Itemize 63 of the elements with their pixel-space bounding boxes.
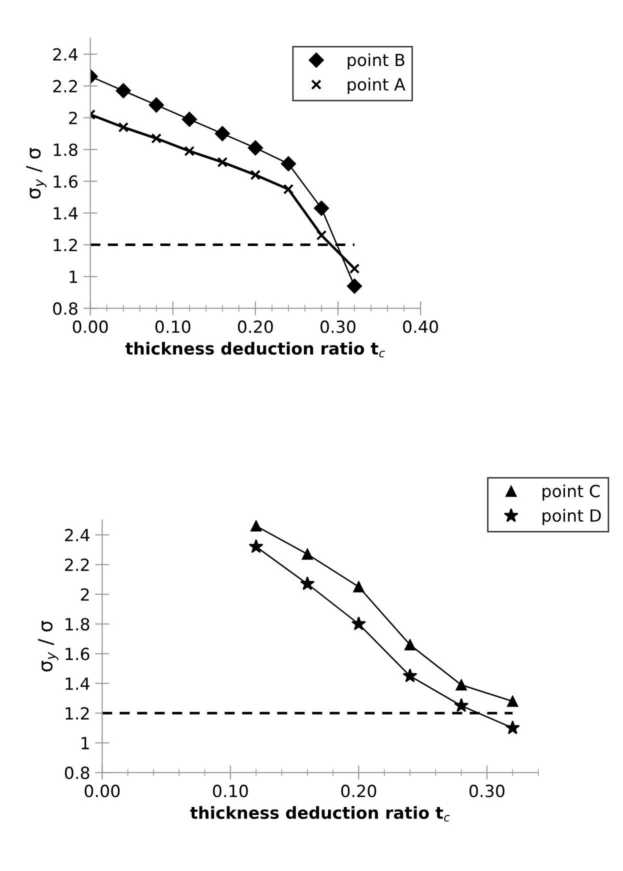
y-axis-title: σ$_{y}$ / σ [38, 620, 58, 672]
y-tick-label: 1 [70, 270, 77, 283]
point [353, 581, 364, 592]
y-tick-label: 2 [80, 588, 89, 601]
x-tick-label: 0.20 [238, 320, 273, 334]
point [351, 616, 366, 630]
y-tick-label: 1.8 [66, 618, 90, 631]
point [151, 133, 162, 144]
y-tick-label: 2.2 [53, 80, 77, 92]
y-tick-label: 1.2 [54, 238, 77, 252]
y-tick-label: 1.4 [66, 678, 90, 690]
point [116, 83, 131, 98]
point [302, 548, 313, 560]
point [248, 140, 263, 156]
legend-label: point B [348, 53, 404, 70]
point [283, 184, 294, 194]
point [214, 126, 230, 142]
point [507, 696, 518, 707]
x-tick-label: 0.10 [155, 320, 190, 334]
point [184, 146, 195, 156]
point [454, 698, 469, 712]
point [404, 639, 416, 650]
y-tick-label: 1 [82, 737, 89, 750]
y-tick-label: 2 [69, 112, 77, 124]
x-tick-label: 0.10 [212, 784, 248, 798]
y-tick-label: 2.4 [65, 528, 90, 542]
point [217, 157, 228, 168]
point [346, 278, 362, 294]
y-tick-label: 2.4 [53, 48, 78, 61]
point [250, 520, 262, 532]
y-tick-label: 1.2 [66, 707, 89, 720]
point [148, 97, 164, 113]
x-tick-label: 0.00 [72, 320, 108, 334]
x-tick-label: 0.30 [470, 784, 504, 798]
point [250, 170, 261, 180]
point [456, 679, 467, 690]
y-tick-label: 2.2 [65, 558, 89, 571]
y-tick-label: 1.6 [66, 648, 90, 660]
point [402, 668, 418, 682]
y-axis-title: σ$_{y}$ / σ [26, 148, 46, 199]
point [349, 263, 360, 274]
y-tick-label: 1.4 [54, 207, 78, 220]
legend-label: point D [542, 508, 601, 526]
legend-label: point A [348, 78, 406, 94]
x-tick-label: 0.00 [84, 784, 120, 798]
x-tick-label: 0.20 [341, 784, 376, 798]
point [248, 539, 264, 554]
y-tick-label: 0.8 [64, 766, 90, 780]
legend-label: point C [542, 484, 600, 501]
x-axis-title: thickness deduction ratio t$_{c}$ [125, 342, 385, 358]
y-tick-label: 0.8 [53, 302, 78, 315]
x-axis-title: thickness deduction ratio t$_{c}$ [190, 806, 450, 822]
y-tick-label: 1.8 [54, 143, 78, 156]
point [280, 156, 296, 172]
point [182, 112, 197, 127]
point [314, 200, 330, 216]
x-tick-label: 0.30 [320, 320, 356, 334]
x-tick-label: 0.40 [403, 320, 438, 334]
point [118, 122, 129, 132]
y-tick-label: 1.6 [54, 175, 78, 188]
point [316, 230, 327, 240]
point [300, 576, 315, 590]
point [505, 720, 520, 734]
